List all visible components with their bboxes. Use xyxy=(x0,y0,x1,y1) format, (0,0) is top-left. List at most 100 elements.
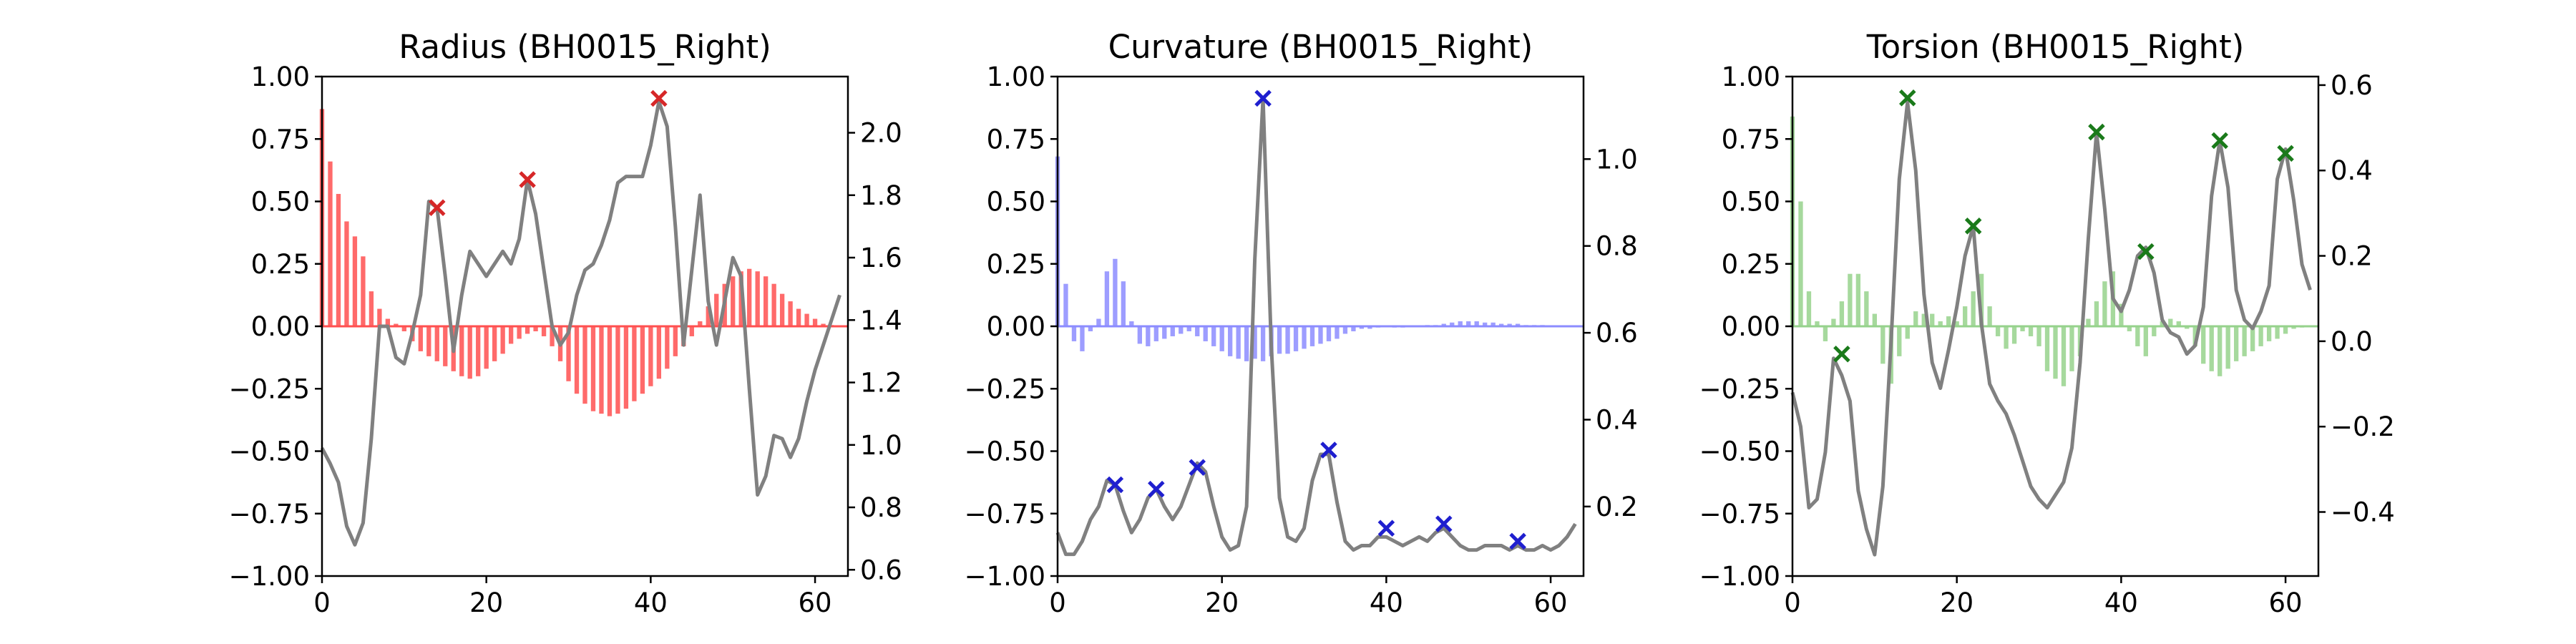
bar xyxy=(1913,311,1918,326)
chart-title: Torsion (BH0015_Right) xyxy=(1866,28,2245,66)
x-tick-label: 0 xyxy=(1049,587,1066,618)
series-line xyxy=(1055,96,1577,557)
bar xyxy=(615,326,620,414)
y2-tick-label: 1.4 xyxy=(860,305,902,336)
bar xyxy=(747,268,752,326)
bar xyxy=(1162,326,1167,339)
bar xyxy=(1798,201,1803,326)
y-tick-label: −0.25 xyxy=(229,374,310,404)
peak-marker xyxy=(2277,145,2294,162)
bar xyxy=(640,326,645,394)
bar xyxy=(1211,326,1216,346)
bar xyxy=(2218,326,2223,376)
y2-tick-label: 1.8 xyxy=(860,180,902,211)
bar xyxy=(1335,326,1340,339)
x-tick-label: 60 xyxy=(2269,587,2303,618)
bar xyxy=(1153,326,1158,341)
bar xyxy=(763,276,769,326)
y2-tick-label: −0.2 xyxy=(2331,411,2395,442)
bar xyxy=(1954,321,1959,326)
bar xyxy=(1285,326,1290,354)
bar xyxy=(394,323,399,326)
bar xyxy=(2160,321,2165,326)
bar xyxy=(1848,273,1853,326)
bar xyxy=(1979,273,1984,326)
bar xyxy=(1293,326,1299,351)
bar xyxy=(1458,321,1463,326)
bar xyxy=(385,318,391,326)
bar xyxy=(665,326,670,369)
bar xyxy=(2061,326,2067,386)
y2-tick-label: 0.4 xyxy=(2331,155,2373,186)
x-tick-label: 0 xyxy=(313,587,331,618)
bar xyxy=(1326,326,1332,341)
y-tick-label: −0.75 xyxy=(965,499,1045,530)
bar xyxy=(2020,326,2025,331)
bar xyxy=(1203,326,1208,341)
y-tick-label: 0.50 xyxy=(251,187,310,218)
bar xyxy=(582,326,587,404)
bar xyxy=(361,256,366,326)
y2-tick-label: 0.8 xyxy=(860,492,902,523)
bar xyxy=(1096,318,1101,326)
bar xyxy=(2233,326,2239,361)
bar xyxy=(821,323,826,326)
peak-marker xyxy=(519,171,536,188)
y-tick-label: 0.25 xyxy=(1722,249,1780,280)
y-tick-label: 0.75 xyxy=(987,124,1045,155)
bar xyxy=(812,318,818,326)
bar xyxy=(1995,326,2001,336)
bar xyxy=(1252,326,1257,359)
bar xyxy=(706,306,711,326)
bar xyxy=(1498,323,1504,326)
bar xyxy=(1186,326,1191,331)
bar xyxy=(1104,271,1110,326)
bar xyxy=(525,326,530,334)
peak-marker xyxy=(1435,515,1453,532)
bar xyxy=(1244,326,1249,361)
peak-marker xyxy=(1833,346,1850,363)
bar xyxy=(1466,321,1471,326)
bar xyxy=(1121,281,1126,326)
bar xyxy=(566,326,571,381)
x-tick-label: 40 xyxy=(634,587,668,618)
bar xyxy=(1864,291,1869,326)
bar xyxy=(484,326,489,369)
bar xyxy=(755,271,760,326)
peak-marker xyxy=(1189,459,1206,477)
y-tick-label: 1.00 xyxy=(251,62,310,92)
bar xyxy=(2127,326,2132,331)
y2-tick-label: 1.6 xyxy=(860,243,902,273)
bar xyxy=(656,326,662,379)
bar xyxy=(796,308,801,326)
x-tick-label: 40 xyxy=(2104,587,2138,618)
bar xyxy=(731,276,736,326)
peak-marker xyxy=(1509,532,1526,550)
bar xyxy=(2069,326,2074,371)
x-tick-label: 40 xyxy=(1370,587,1403,618)
y-tick-label: 0.75 xyxy=(251,124,310,155)
bar xyxy=(1080,326,1085,351)
y-tick-label: 0.00 xyxy=(251,311,310,342)
bar xyxy=(1987,306,1992,326)
y-tick-label: 0.50 xyxy=(1722,187,1780,218)
bar xyxy=(1880,326,1885,364)
bar xyxy=(698,321,703,326)
peak-marker xyxy=(1320,441,1337,459)
bar xyxy=(1905,326,1910,339)
bar xyxy=(1260,326,1266,361)
bar xyxy=(2266,326,2272,341)
bar xyxy=(2135,326,2140,346)
x-tick-label: 60 xyxy=(1534,587,1568,618)
bar xyxy=(344,221,349,326)
bar xyxy=(1921,313,1926,326)
peak-marker xyxy=(1899,89,1916,107)
bar xyxy=(623,326,629,409)
bar xyxy=(2209,326,2214,371)
y-tick-label: −1.00 xyxy=(229,561,310,592)
y-tick-label: 0.75 xyxy=(1722,124,1780,155)
bar xyxy=(2275,326,2280,339)
bar xyxy=(1831,318,1836,326)
bar xyxy=(2291,326,2296,329)
bar xyxy=(607,326,613,416)
